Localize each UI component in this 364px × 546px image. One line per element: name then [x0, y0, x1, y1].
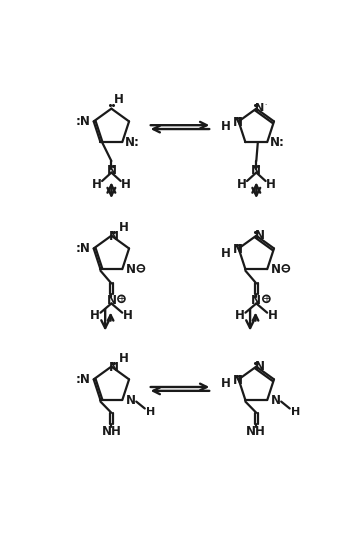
Text: H: H: [221, 377, 231, 390]
Text: H: H: [235, 309, 245, 322]
Text: .: .: [265, 100, 267, 106]
Text: N: N: [251, 164, 261, 177]
Text: NH: NH: [102, 425, 121, 438]
Text: −: −: [137, 264, 145, 274]
Text: H: H: [121, 177, 131, 191]
Text: H: H: [237, 177, 246, 191]
Text: +: +: [262, 294, 270, 304]
Text: :N: :N: [75, 242, 90, 255]
Text: N:: N:: [125, 136, 140, 150]
Text: N: N: [251, 294, 261, 307]
Text: :N: :N: [75, 373, 90, 386]
Text: −: −: [282, 264, 290, 274]
Text: H: H: [268, 309, 277, 322]
Text: N: N: [255, 103, 264, 113]
Text: N: N: [254, 360, 264, 373]
Text: H: H: [119, 352, 129, 365]
Text: H: H: [90, 309, 100, 322]
Text: N: N: [126, 263, 136, 276]
Text: N: N: [106, 294, 116, 307]
Text: +: +: [118, 294, 126, 304]
Text: N: N: [233, 244, 243, 257]
Text: H: H: [221, 247, 231, 259]
Text: H: H: [114, 93, 124, 106]
Text: H: H: [92, 177, 102, 191]
Text: N: N: [271, 394, 281, 407]
Text: H: H: [123, 309, 132, 322]
Text: H: H: [221, 120, 231, 133]
Text: H: H: [146, 407, 155, 417]
Text: :N: :N: [75, 115, 90, 128]
Text: N: N: [106, 164, 116, 177]
Text: N:: N:: [270, 136, 285, 150]
Text: N: N: [109, 230, 119, 243]
Text: N: N: [254, 229, 264, 242]
Text: H: H: [266, 177, 276, 191]
Text: H: H: [290, 407, 300, 417]
Text: N: N: [233, 375, 243, 388]
Text: N: N: [126, 394, 136, 407]
Text: H: H: [119, 222, 129, 234]
Text: N: N: [271, 263, 281, 276]
Text: NH: NH: [246, 425, 266, 438]
Text: N: N: [233, 116, 243, 129]
Text: N: N: [109, 361, 119, 374]
